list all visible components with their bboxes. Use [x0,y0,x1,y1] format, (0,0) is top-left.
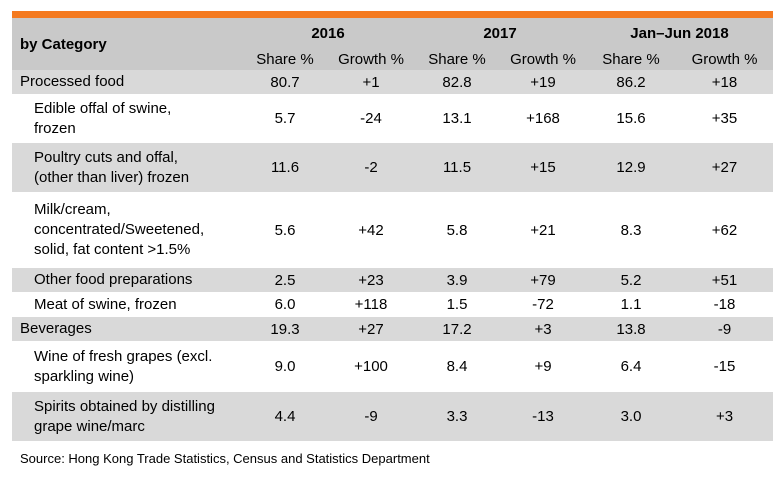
cell-growth-2017: +168 [500,94,586,143]
row-label-line: grape wine/marc [34,417,145,435]
cell-share-2016: 19.3 [242,317,328,341]
cell-growth-2017: +9 [500,341,586,392]
cell-share-2016: 2.5 [242,268,328,292]
period-header-2018: Jan–Jun 2018 [586,18,773,48]
row-label-line: Poultry cuts and offal, [34,148,178,166]
cell-share-2018: 15.6 [586,94,676,143]
row-label: Milk/cream, concentrated/Sweetened, soli… [12,192,242,268]
row-label-line: Wine of fresh grapes (excl. [34,347,213,365]
table-row-milk-cream: Milk/cream, concentrated/Sweetened, soli… [12,192,773,268]
cell-growth-2016: -24 [328,94,414,143]
cell-growth-2016: +42 [328,192,414,268]
row-label: Spirits obtained by distilling grape win… [12,392,242,441]
cell-growth-2018: +51 [676,268,773,292]
period-header-2016: 2016 [242,18,414,48]
cell-share-2018: 5.2 [586,268,676,292]
cell-share-2016: 5.7 [242,94,328,143]
cell-growth-2016: +118 [328,292,414,317]
cell-growth-2017: +3 [500,317,586,341]
cell-share-2017: 1.5 [414,292,500,317]
row-label: Edible offal of swine, frozen [12,94,242,143]
row-label: Other food preparations [12,268,242,292]
cell-growth-2017: +19 [500,70,586,94]
growth-header: Growth % [676,48,773,70]
source-note: Source: Hong Kong Trade Statistics, Cens… [20,451,430,466]
accent-bar [12,11,773,18]
cell-share-2017: 82.8 [414,70,500,94]
cell-growth-2017: +21 [500,192,586,268]
row-label: Poultry cuts and offal, (other than live… [12,143,242,192]
cell-growth-2017: +79 [500,268,586,292]
share-header: Share % [586,48,676,70]
cell-growth-2018: +35 [676,94,773,143]
cell-growth-2017: -72 [500,292,586,317]
cell-share-2017: 17.2 [414,317,500,341]
cell-share-2017: 11.5 [414,143,500,192]
cell-growth-2018: -18 [676,292,773,317]
table-row-processed-food: Processed food 80.7 +1 82.8 +19 86.2 +18 [12,70,773,94]
trade-table: by Category 2016 2017 Jan–Jun 2018 Share… [12,18,773,441]
row-label: Processed food [12,70,242,94]
cell-share-2018: 13.8 [586,317,676,341]
growth-header: Growth % [500,48,586,70]
growth-header: Growth % [328,48,414,70]
cell-growth-2016: +1 [328,70,414,94]
cell-share-2017: 8.4 [414,341,500,392]
cell-share-2016: 9.0 [242,341,328,392]
cell-share-2016: 4.4 [242,392,328,441]
share-header: Share % [242,48,328,70]
cell-share-2018: 12.9 [586,143,676,192]
header-row-periods: by Category 2016 2017 Jan–Jun 2018 [12,18,773,70]
cell-share-2018: 86.2 [586,70,676,94]
cell-share-2016: 5.6 [242,192,328,268]
row-label-line: Milk/cream, [34,201,111,218]
row-label-line: solid, fat content >1.5% [34,241,191,258]
row-label-line: (other than liver) frozen [34,168,190,186]
cell-share-2016: 11.6 [242,143,328,192]
cell-growth-2017: +15 [500,143,586,192]
header-row-measures: Share % Growth % Share % Growth % Share … [12,48,773,70]
cell-growth-2016: +23 [328,268,414,292]
table-row-other-food: Other food preparations 2.5 +23 3.9 +79 … [12,268,773,292]
table-row-spirits: Spirits obtained by distilling grape win… [12,392,773,441]
cell-growth-2016: -2 [328,143,414,192]
row-label-line: Edible offal of swine, [34,99,172,117]
row-label: Meat of swine, frozen [12,292,242,317]
table-row-edible-offal: Edible offal of swine, frozen 5.7 -24 13… [12,94,773,143]
row-label-line: concentrated/Sweetened, [34,221,205,238]
category-header: by Category [12,18,242,70]
cell-growth-2017: -13 [500,392,586,441]
table-row-poultry: Poultry cuts and offal, (other than live… [12,143,773,192]
cell-growth-2018: -9 [676,317,773,341]
cell-growth-2016: +100 [328,341,414,392]
cell-share-2017: 5.8 [414,192,500,268]
table-row-beverages: Beverages 19.3 +27 17.2 +3 13.8 -9 [12,317,773,341]
row-label: Wine of fresh grapes (excl. sparkling wi… [12,341,242,392]
cell-share-2018: 1.1 [586,292,676,317]
cell-share-2018: 6.4 [586,341,676,392]
row-label-line: frozen [34,119,76,137]
cell-growth-2016: -9 [328,392,414,441]
cell-growth-2018: +62 [676,192,773,268]
cell-growth-2018: +3 [676,392,773,441]
period-header-2017: 2017 [414,18,586,48]
share-header: Share % [414,48,500,70]
row-label: Beverages [12,317,242,341]
table-row-meat-of-swine: Meat of swine, frozen 6.0 +118 1.5 -72 1… [12,292,773,317]
cell-share-2017: 3.3 [414,392,500,441]
cell-growth-2018: +18 [676,70,773,94]
cell-share-2017: 3.9 [414,268,500,292]
cell-growth-2016: +27 [328,317,414,341]
row-label-line: sparkling wine) [34,367,135,385]
cell-share-2018: 3.0 [586,392,676,441]
cell-share-2016: 80.7 [242,70,328,94]
row-label-line: Spirits obtained by distilling [34,397,215,415]
cell-growth-2018: -15 [676,341,773,392]
table-row-wine: Wine of fresh grapes (excl. sparkling wi… [12,341,773,392]
cell-share-2018: 8.3 [586,192,676,268]
cell-share-2017: 13.1 [414,94,500,143]
cell-growth-2018: +27 [676,143,773,192]
cell-share-2016: 6.0 [242,292,328,317]
